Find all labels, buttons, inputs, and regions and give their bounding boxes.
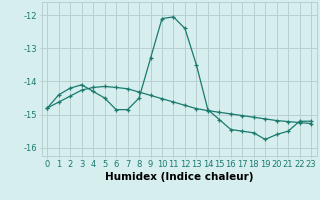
X-axis label: Humidex (Indice chaleur): Humidex (Indice chaleur) xyxy=(105,172,253,182)
